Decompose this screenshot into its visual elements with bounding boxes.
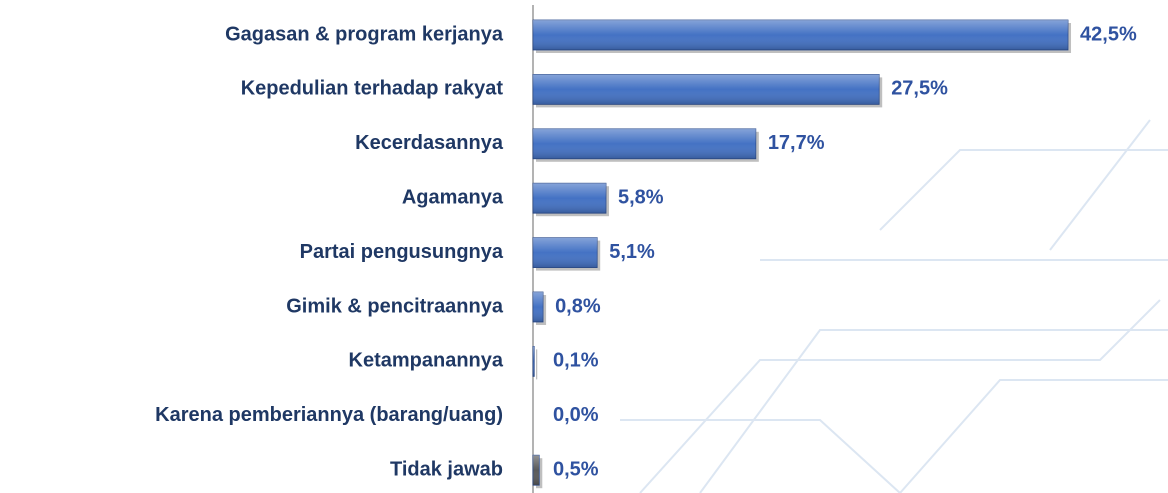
category-label: Tidak jawab xyxy=(390,458,503,480)
bar xyxy=(536,349,538,380)
category-label: Ketampanannya xyxy=(349,350,504,372)
value-label: 0,8% xyxy=(555,295,601,317)
value-label: 17,7% xyxy=(768,132,825,154)
category-label: Partai pengusungnya xyxy=(300,241,504,263)
value-label: 0,5% xyxy=(553,458,599,480)
bar-shine xyxy=(533,292,544,322)
value-label: 42,5% xyxy=(1080,23,1137,45)
bar-shine xyxy=(533,455,540,486)
value-label: 5,1% xyxy=(609,241,655,263)
value-label: 27,5% xyxy=(891,78,948,100)
bar-shine xyxy=(533,128,756,159)
bar-shine xyxy=(533,74,880,105)
bar-shine xyxy=(533,20,1069,50)
value-label: 0,1% xyxy=(553,350,599,372)
category-label: Kepedulian terhadap rakyat xyxy=(241,78,504,100)
bar-shine xyxy=(533,183,607,214)
bar-shine xyxy=(533,346,535,377)
category-label: Gagasan & program kerjanya xyxy=(225,23,504,45)
category-label: Gimik & pencitraannya xyxy=(286,295,504,317)
value-label: 5,8% xyxy=(618,186,664,208)
category-label: Karena pemberiannya (barang/uang) xyxy=(155,404,503,426)
bar-shine xyxy=(533,237,598,268)
value-label: 0,0% xyxy=(553,404,599,426)
category-label: Agamanya xyxy=(402,186,504,208)
category-label: Kecerdasannya xyxy=(355,132,504,154)
background-decoration xyxy=(620,119,1168,493)
